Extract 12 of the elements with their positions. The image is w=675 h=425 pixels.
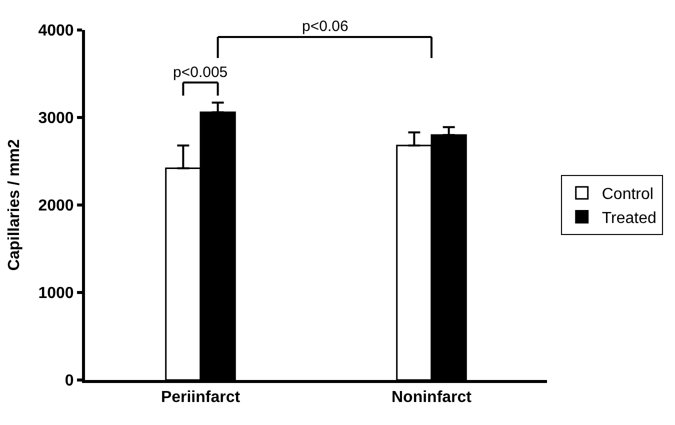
- y-tick-label: 2000: [38, 198, 74, 215]
- x-tick-label: Noninfarct: [392, 389, 472, 406]
- y-tick-label: 3000: [38, 110, 74, 128]
- x-tick-label: Periinfarct: [160, 389, 241, 406]
- y-tick-label: 1000: [38, 285, 74, 302]
- y-tick-label: 0: [64, 372, 74, 390]
- y-tick-label: 4000: [38, 22, 74, 40]
- annotation: p<0.005: [173, 64, 228, 81]
- y-axis-title: Capillaries / mm2: [6, 139, 24, 271]
- annotation: p<0.06: [302, 18, 348, 35]
- legend-label: Control: [602, 186, 654, 204]
- legend-label: Treated: [602, 210, 656, 227]
